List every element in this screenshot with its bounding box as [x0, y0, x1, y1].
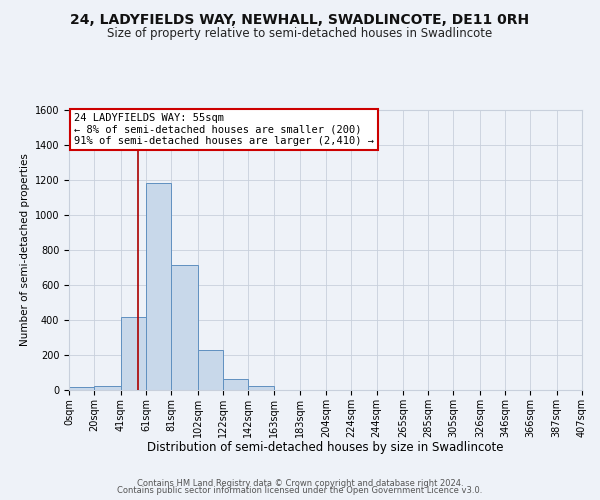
Text: 24, LADYFIELDS WAY, NEWHALL, SWADLINCOTE, DE11 0RH: 24, LADYFIELDS WAY, NEWHALL, SWADLINCOTE…	[70, 12, 530, 26]
Bar	[223, 378, 248, 390]
Text: Size of property relative to semi-detached houses in Swadlincote: Size of property relative to semi-detach…	[107, 28, 493, 40]
Bar	[197, 350, 223, 390]
Bar	[69, 388, 94, 390]
Bar	[94, 386, 121, 390]
Text: Contains public sector information licensed under the Open Government Licence v3: Contains public sector information licen…	[118, 486, 482, 495]
Bar	[146, 184, 171, 390]
Text: 24 LADYFIELDS WAY: 55sqm
← 8% of semi-detached houses are smaller (200)
91% of s: 24 LADYFIELDS WAY: 55sqm ← 8% of semi-de…	[74, 113, 374, 146]
Y-axis label: Number of semi-detached properties: Number of semi-detached properties	[20, 154, 31, 346]
X-axis label: Distribution of semi-detached houses by size in Swadlincote: Distribution of semi-detached houses by …	[147, 441, 504, 454]
Bar	[121, 316, 146, 390]
Bar	[171, 265, 197, 390]
Text: Contains HM Land Registry data © Crown copyright and database right 2024.: Contains HM Land Registry data © Crown c…	[137, 478, 463, 488]
Bar	[248, 386, 274, 390]
